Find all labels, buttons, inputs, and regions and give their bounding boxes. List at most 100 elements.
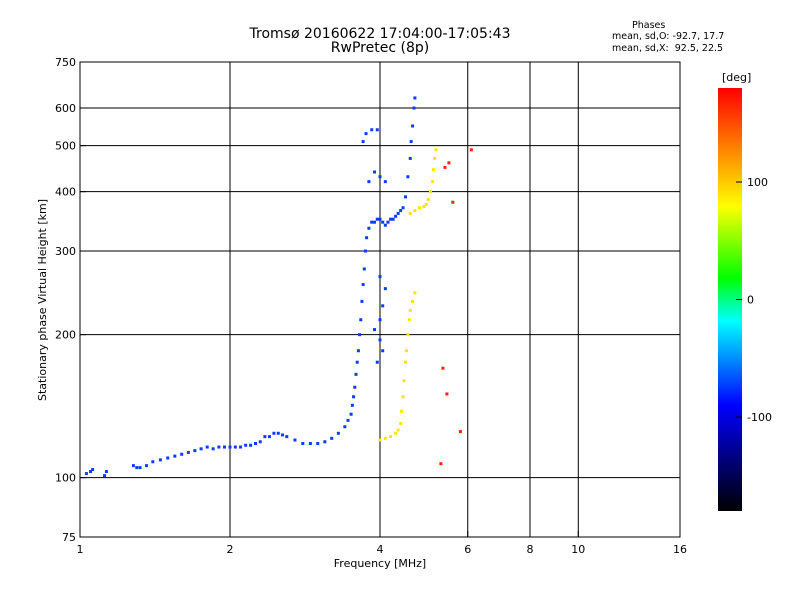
data-point-O (199, 447, 203, 451)
data-point-O (373, 220, 377, 224)
y-tick-label: 100 (55, 472, 76, 485)
data-point-O (158, 458, 162, 462)
data-point-O (383, 223, 387, 227)
data-point-X (394, 431, 398, 435)
data-point-O (406, 175, 410, 179)
y-tick-label: 500 (55, 140, 76, 153)
y-axis-label: Stationary phase Virtual Height [km] (36, 199, 49, 401)
chart-subtitle: RwPretec (8p) (330, 40, 430, 56)
data-point-X (404, 349, 408, 353)
data-point-O (413, 96, 417, 100)
data-point-X (431, 168, 435, 172)
data-point-O (103, 474, 107, 478)
data-point-X (422, 205, 426, 209)
data-point-O (267, 435, 271, 439)
data-point-O (249, 443, 253, 447)
data-point-O (389, 217, 393, 221)
data-point-O (323, 440, 327, 444)
data-point-X (399, 422, 403, 426)
data-point-O (353, 385, 357, 389)
data-point-O (361, 140, 365, 144)
data-point-O (193, 449, 197, 453)
data-point-X (413, 291, 417, 295)
data-point-X (383, 436, 387, 440)
data-point-O (276, 431, 280, 435)
data-point-O (301, 442, 305, 446)
data-point-O (378, 338, 382, 342)
data-point-O (378, 217, 382, 221)
data-point-X (408, 308, 412, 312)
data-point-X (428, 190, 432, 194)
data-point-X (413, 209, 417, 213)
data-point-O (378, 318, 382, 322)
data-point-O (401, 206, 405, 210)
data-point-O (381, 220, 385, 224)
phases-x-mode-stats: mean, sd,X: 92.5, 22.5 (612, 43, 724, 54)
x-axis-label: Frequency [MHz] (334, 557, 426, 570)
data-point-O (381, 304, 385, 308)
data-point-O (370, 128, 374, 132)
data-point-O (293, 438, 297, 442)
data-point-O (386, 220, 390, 224)
y-tick-label: 400 (55, 186, 76, 199)
data-point-O (352, 395, 356, 399)
data-point-O (358, 333, 362, 337)
data-point-X (431, 180, 435, 184)
data-point-O (223, 445, 227, 449)
colorbar-ticks: 100 0 -100 (736, 176, 772, 424)
data-point-O (343, 425, 347, 429)
data-point-O (412, 106, 416, 110)
data-point-O (396, 211, 400, 215)
data-point-O (362, 267, 366, 271)
colorbar-label: [deg] (722, 71, 751, 84)
data-point-O (370, 220, 374, 224)
x-tick-label: 8 (527, 543, 534, 556)
data-point-O (104, 470, 108, 474)
data-point-O (186, 450, 190, 454)
y-tick-label: 300 (55, 245, 76, 258)
x-tick-label: 16 (673, 543, 687, 556)
data-point-O (285, 435, 289, 439)
data-point-O (349, 412, 353, 416)
data-point-X (424, 202, 428, 206)
data-point-O (244, 443, 248, 447)
data-point-X (433, 156, 437, 160)
data-point-X (400, 409, 404, 413)
data-point-O (354, 372, 358, 376)
data-point-O (394, 214, 398, 218)
data-point-scatter (443, 165, 447, 169)
data-point-O (233, 445, 237, 449)
data-point-O (378, 275, 382, 279)
data-point-O (211, 447, 215, 451)
data-point-X (402, 379, 406, 383)
data-point-O (263, 435, 267, 439)
y-tick-label: 200 (55, 329, 76, 342)
data-point-O (151, 460, 155, 464)
data-point-O (383, 287, 387, 291)
colorbar-tick-label: 100 (747, 176, 768, 189)
data-point-O (363, 249, 367, 253)
data-point-X (403, 360, 407, 364)
data-point-O (131, 464, 135, 468)
chart-title: Tromsø 20160622 17:04:00-17:05:43 (249, 26, 511, 42)
data-point-O (145, 464, 149, 468)
data-point-O (375, 217, 379, 221)
data-point-X (378, 438, 382, 442)
data-point-O (403, 195, 407, 199)
data-point-O (373, 328, 377, 332)
data-point-X (401, 395, 405, 399)
gridlines (80, 62, 680, 537)
data-point-O (173, 454, 177, 458)
data-points (84, 96, 473, 478)
data-point-O (361, 283, 365, 287)
data-point-O (356, 349, 360, 353)
data-point-O (391, 217, 395, 221)
y-tick-label: 750 (55, 56, 76, 69)
data-point-O (166, 456, 170, 460)
data-point-X (411, 299, 415, 303)
data-point-O (91, 468, 95, 472)
data-point-O (272, 431, 276, 435)
data-point-scatter (441, 366, 445, 370)
